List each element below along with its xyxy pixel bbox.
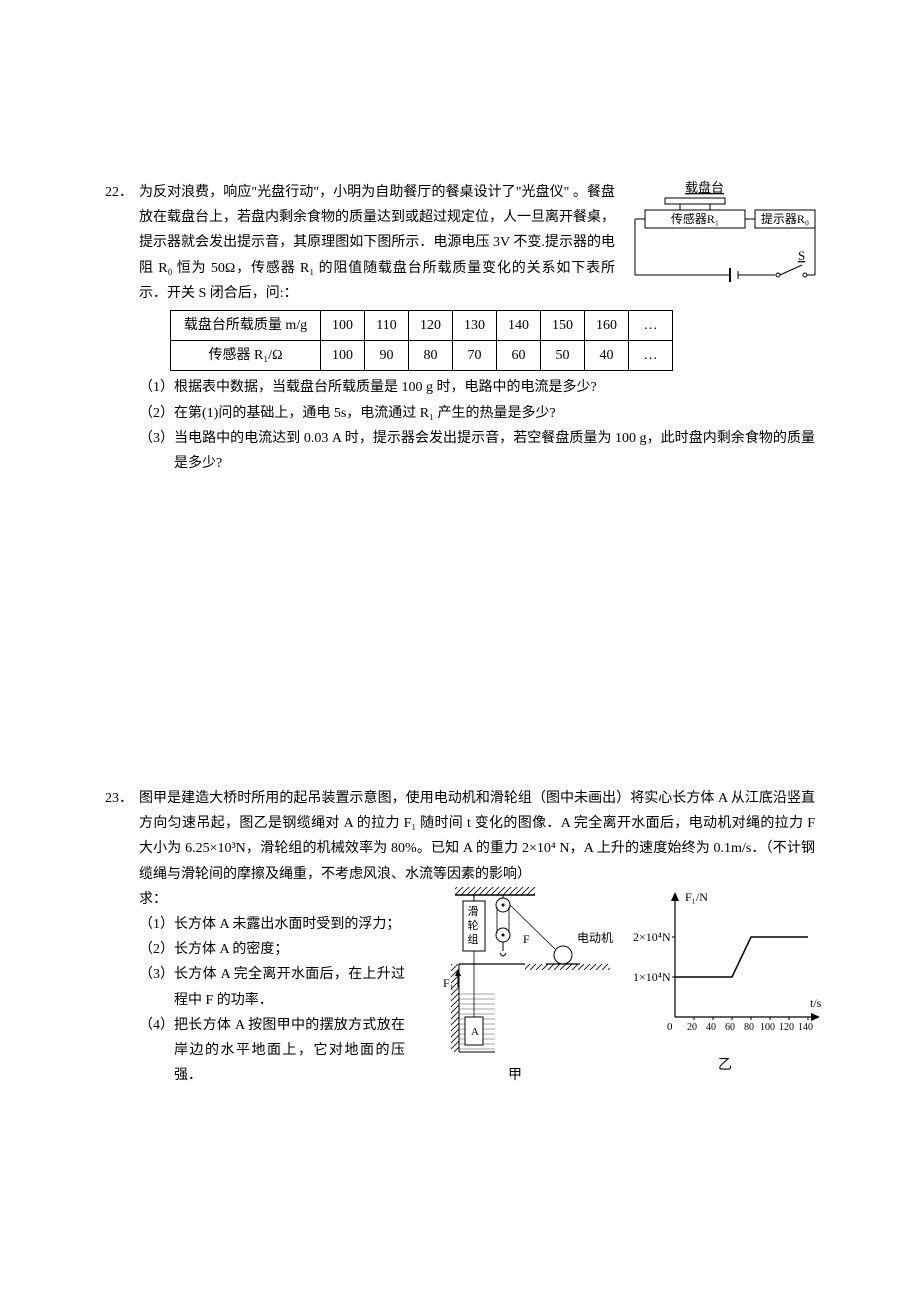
q23-sub3: （3） 长方体 A 完全离开水面后，在上升过程中 F 的功率．: [139, 962, 405, 1012]
sub-q-num: （2）: [139, 937, 174, 962]
r1-cell: 70: [453, 341, 497, 371]
circuit-diagram: 载盘台 传感器R₁ 提示器R₀ S: [630, 180, 820, 290]
r1-cell: …: [629, 341, 673, 371]
svg-text:F₁/N: F₁/N: [685, 890, 708, 904]
mass-cell: 150: [541, 310, 585, 340]
svg-text:80: 80: [744, 1022, 754, 1033]
sub-q-text: 在第(1)问的基础上，通电 5s，电流通过 R₁ 产生的热量是多少?: [174, 401, 815, 426]
q22-sub-questions: （1） 根据表中数据，当载盘台所载质量是 100 g 时，电路中的电流是多少? …: [139, 375, 815, 476]
svg-text:电动机: 电动机: [577, 931, 613, 945]
mass-cell: …: [629, 310, 673, 340]
question-23: 23． 图甲是建造大桥时所用的起吊装置示意图，使用电动机和滑轮组（图中未画出）将…: [105, 786, 815, 1088]
q23-header: 23． 图甲是建造大桥时所用的起吊装置示意图，使用电动机和滑轮组（图中未画出）将…: [105, 786, 815, 887]
r1-cell: 50: [541, 341, 585, 371]
q22-data-table: 载盘台所载质量 m/g 100 110 120 130 140 150 160 …: [170, 310, 673, 371]
svg-text:40: 40: [706, 1022, 716, 1033]
mass-header: 载盘台所载质量 m/g: [171, 310, 321, 340]
sub-q-text: 当电路中的电流达到 0.03 A 时，提示器会发出提示音，若空餐盘质量为 100…: [174, 426, 815, 476]
mass-cell: 140: [497, 310, 541, 340]
r1-cell: 60: [497, 341, 541, 371]
svg-text:140: 140: [798, 1022, 813, 1033]
question-22: 22． 为反对浪费，响应"光盘行动"，小明为自助餐厅的餐桌设计了"光盘仪" 。餐…: [105, 180, 815, 476]
sub-q-num: （3）: [139, 962, 174, 987]
svg-text:F: F: [523, 932, 530, 946]
mass-cell: 100: [321, 310, 365, 340]
table-row-mass: 载盘台所载质量 m/g 100 110 120 130 140 150 160 …: [171, 310, 673, 340]
mass-cell: 130: [453, 310, 497, 340]
q22-sub3: （3） 当电路中的电流达到 0.03 A 时，提示器会发出提示音，若空餐盘质量为…: [139, 426, 815, 476]
sub-q-text: 长方体 A 的密度；: [174, 937, 405, 962]
diagram-jia-box: 滑 轮 组 F: [415, 887, 615, 1088]
sub-q-num: （3）: [139, 426, 174, 451]
svg-text:2×10⁴N: 2×10⁴N: [633, 930, 671, 944]
r1-cell: 80: [409, 341, 453, 371]
mass-cell: 110: [365, 310, 409, 340]
q22-sub2: （2） 在第(1)问的基础上，通电 5s，电流通过 R₁ 产生的热量是多少?: [139, 401, 815, 426]
svg-text:0: 0: [667, 1021, 673, 1033]
sub-q-num: （2）: [139, 401, 174, 426]
svg-text:滑: 滑: [468, 905, 479, 918]
mass-cell: 120: [409, 310, 453, 340]
q23-sub1: （1） 长方体 A 未露出水面时受到的浮力；: [139, 912, 405, 937]
q23-sub2: （2） 长方体 A 的密度；: [139, 937, 405, 962]
q23-body: 图甲是建造大桥时所用的起吊装置示意图，使用电动机和滑轮组（图中未画出）将实心长方…: [139, 786, 815, 887]
diagram-jia-svg: 滑 轮 组 F: [415, 887, 615, 1057]
q23-sub4: （4） 把长方体 A 按图甲中的摆放方式放在岸边的水平地面上，它对地面的压强．: [139, 1013, 405, 1089]
diagram-yi-svg: F₁/N t/s 1×10⁴N 2×10⁴N 0 20 40 60 8: [625, 887, 825, 1047]
q23-content-row: 求： （1） 长方体 A 未露出水面时受到的浮力； （2） 长方体 A 的密度；…: [105, 887, 815, 1089]
sub-q-num: （1）: [139, 912, 174, 937]
sub-q-text: 长方体 A 完全离开水面后，在上升过程中 F 的功率．: [174, 962, 405, 1012]
q22-number: 22．: [105, 180, 139, 205]
circuit-label-r0: 提示器R₀: [761, 211, 809, 226]
svg-text:120: 120: [779, 1022, 794, 1033]
diagram-yi-box: F₁/N t/s 1×10⁴N 2×10⁴N 0 20 40 60 8: [625, 887, 825, 1078]
q22-sub1: （1） 根据表中数据，当载盘台所载质量是 100 g 时，电路中的电流是多少?: [139, 375, 815, 400]
svg-text:轮: 轮: [468, 918, 479, 932]
svg-text:组: 组: [468, 932, 479, 946]
circuit-label-top: 载盘台: [685, 180, 724, 195]
svg-text:60: 60: [725, 1022, 735, 1033]
sub-q-text: 长方体 A 未露出水面时受到的浮力；: [174, 912, 405, 937]
sub-q-text: 把长方体 A 按图甲中的摆放方式放在岸边的水平地面上，它对地面的压强．: [174, 1013, 405, 1089]
r1-cell: 100: [321, 341, 365, 371]
q23-sub-questions: 求： （1） 长方体 A 未露出水面时受到的浮力； （2） 长方体 A 的密度；…: [139, 887, 405, 1089]
diagram-jia-label: 甲: [508, 1063, 522, 1088]
svg-text:20: 20: [687, 1022, 697, 1033]
r1-cell: 40: [585, 341, 629, 371]
mass-cell: 160: [585, 310, 629, 340]
q23-left-column: 求： （1） 长方体 A 未露出水面时受到的浮力； （2） 长方体 A 的密度；…: [105, 887, 405, 1089]
r1-header: 传感器 R₁/Ω: [171, 341, 321, 371]
q23-intro: 图甲是建造大桥时所用的起吊装置示意图，使用电动机和滑轮组（图中未画出）将实心长方…: [139, 786, 815, 887]
svg-text:t/s: t/s: [810, 996, 822, 1010]
svg-text:1×10⁴N: 1×10⁴N: [633, 970, 671, 984]
prompt-text: 求：: [139, 887, 167, 912]
sub-q-num: （1）: [139, 375, 174, 400]
r1-cell: 90: [365, 341, 409, 371]
sub-q-num: （4）: [139, 1013, 174, 1038]
q23-number: 23．: [105, 786, 139, 811]
tray-rect: [665, 198, 725, 204]
sub-q-text: 根据表中数据，当载盘台所载质量是 100 g 时，电路中的电流是多少?: [174, 375, 815, 400]
q23-diagrams: 滑 轮 组 F: [415, 887, 825, 1088]
svg-text:A: A: [471, 1026, 479, 1038]
circuit-label-s: S: [798, 248, 805, 263]
svg-text:100: 100: [760, 1022, 775, 1033]
q23-prompt: 求：: [139, 887, 405, 912]
circuit-label-r1: 传感器R₁: [671, 211, 719, 226]
table-row-r1: 传感器 R₁/Ω 100 90 80 70 60 50 40 …: [171, 341, 673, 371]
diagram-yi-label: 乙: [718, 1053, 732, 1078]
